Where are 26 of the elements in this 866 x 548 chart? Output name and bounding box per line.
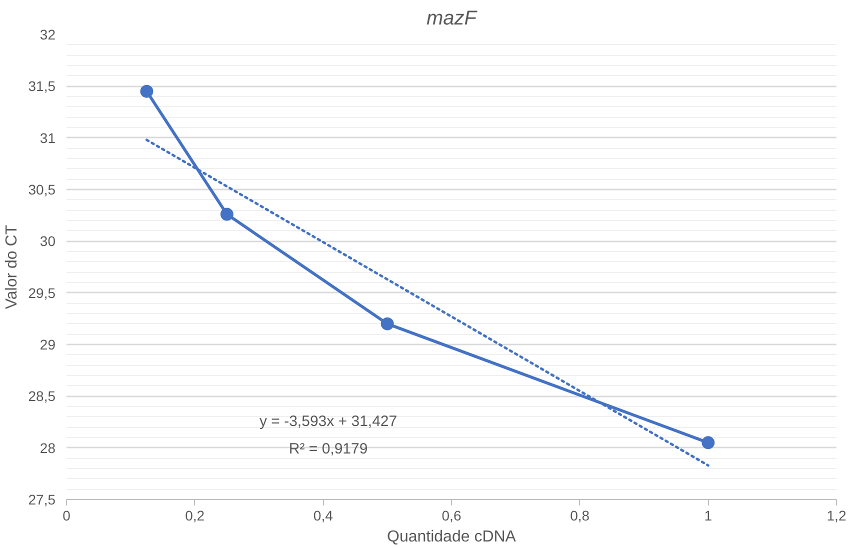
y-tick-label: 28 <box>40 440 56 456</box>
y-tick-label: 29 <box>40 336 56 352</box>
y-tick-label: 31,5 <box>28 78 56 94</box>
annotation: R² = 0,9179 <box>288 440 368 458</box>
y-tick-label: 28,5 <box>28 388 56 404</box>
annotation: y = -3,593x + 31,427 <box>260 412 398 430</box>
point <box>140 84 154 98</box>
x-tick-label: 0,2 <box>185 508 205 524</box>
x-tick-label: 0,6 <box>442 508 462 524</box>
x-axis-title: Quantidade cDNA <box>387 528 516 546</box>
point <box>380 317 394 330</box>
x-tick-label: 0,4 <box>313 508 334 524</box>
chart-title: mazF <box>426 8 478 30</box>
y-tick-label: 31 <box>40 130 56 146</box>
y-tick-label: 32 <box>40 26 56 42</box>
x-tick-label: 0,8 <box>570 508 590 524</box>
x-tick-label: 1 <box>704 508 712 524</box>
y-axis-title: Valor do CT <box>3 224 20 310</box>
x-tick-label: 1,2 <box>826 508 846 524</box>
y-tick-label: 27,5 <box>28 492 56 508</box>
y-tick-label: 30 <box>40 233 56 250</box>
y-tick-label: 29,5 <box>28 284 56 301</box>
x-tick-label: 0 <box>62 508 71 524</box>
point <box>702 436 715 450</box>
y-tick-label: 30,5 <box>28 182 56 198</box>
point <box>220 208 234 221</box>
